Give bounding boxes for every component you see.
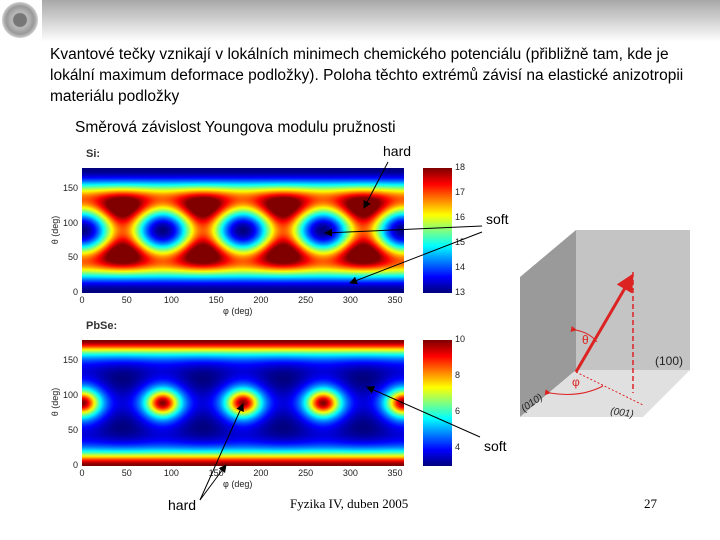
page-number: 27	[644, 496, 657, 511]
x-tick-label: 50	[121, 468, 132, 478]
colorbar	[423, 168, 452, 293]
chart-title: Si:	[86, 148, 101, 160]
x-tick-label: 0	[79, 468, 85, 478]
x-tick-label: 250	[298, 295, 314, 305]
x-tick-label: 350	[387, 295, 403, 305]
x-tick-label: 0	[79, 295, 85, 305]
heatmap-canvas	[82, 340, 404, 466]
colorbar-tick: 18	[455, 162, 466, 172]
x-tick-label: 350	[387, 468, 403, 478]
phi-label: φ	[572, 375, 580, 389]
x-tick-label: 150	[208, 468, 224, 478]
x-axis-label: φ (deg)	[223, 306, 253, 316]
colorbar-tick: 6	[455, 406, 461, 416]
x-tick-label: 300	[342, 295, 358, 305]
y-tick-label: 0	[72, 287, 78, 297]
theta-label: θ	[582, 333, 589, 347]
x-tick-label: 150	[208, 295, 224, 305]
colorbar	[423, 340, 452, 466]
y-tick-label: 50	[67, 425, 78, 435]
x-tick-label: 200	[253, 468, 269, 478]
crystal-orientation-diagram: θ φ (100) (010) (001)	[519, 230, 690, 420]
colorbar-tick: 16	[455, 212, 466, 222]
colorbar-tick: 15	[455, 237, 466, 247]
colorbar-tick: 4	[455, 442, 461, 452]
slide-subtitle: Směrová závislost Youngova modulu pružno…	[75, 119, 396, 136]
y-tick-label: 0	[72, 460, 78, 470]
chart-title: PbSe:	[86, 320, 118, 332]
plane-001-label: (001)	[610, 406, 635, 420]
x-tick-label: 50	[121, 295, 132, 305]
x-tick-label: 200	[253, 295, 269, 305]
colorbar-tick: 13	[455, 287, 466, 297]
x-axis-label: φ (deg)	[223, 479, 253, 489]
colorbar-tick: 14	[455, 262, 466, 272]
annotation-arrows	[199, 161, 483, 501]
x-tick-label: 300	[342, 468, 358, 478]
colorbar-tick: 17	[455, 187, 466, 197]
annotation-soft-bottom: soft	[484, 438, 507, 454]
y-tick-label: 100	[62, 217, 78, 228]
x-tick-label: 100	[163, 295, 179, 305]
intro-text: Kvantové tečky vznikají v lokálních mini…	[50, 46, 684, 105]
x-tick-label: 100	[163, 468, 179, 478]
annotation-hard-top: hard	[383, 143, 412, 159]
colorbar-tick: 8	[455, 370, 461, 380]
y-tick-label: 150	[62, 355, 78, 365]
colorbar-tick: 10	[455, 334, 466, 344]
x-tick-label: 250	[298, 468, 314, 478]
plane-100-label: (100)	[655, 354, 683, 368]
heatmap-canvas	[82, 168, 404, 293]
header-bar	[42, 0, 720, 42]
annotation-soft-top: soft	[486, 211, 509, 227]
y-tick-label: 50	[67, 252, 78, 263]
annotation-hard-bottom: hard	[168, 497, 197, 513]
y-tick-label: 150	[62, 182, 78, 193]
y-tick-label: 100	[62, 390, 78, 400]
university-seal-logo	[2, 2, 38, 38]
footer-text: Fyzika IV, duben 2005	[290, 496, 409, 511]
